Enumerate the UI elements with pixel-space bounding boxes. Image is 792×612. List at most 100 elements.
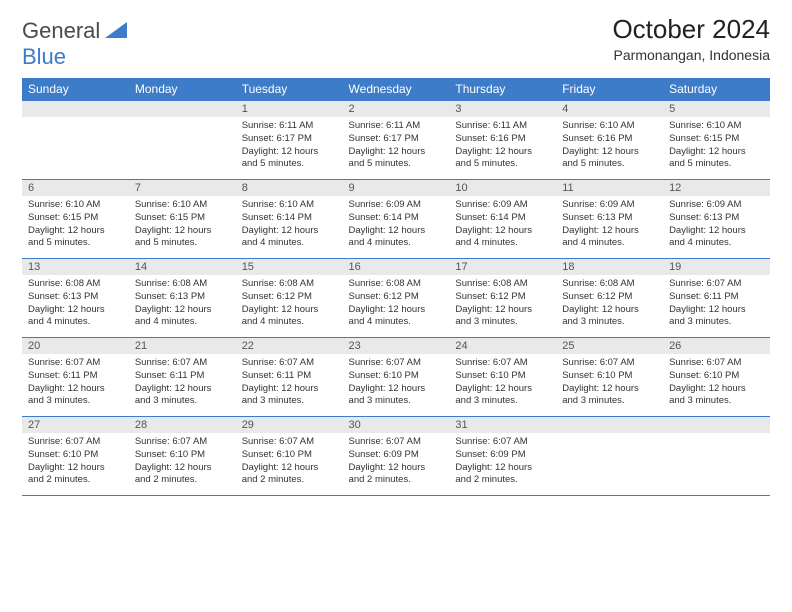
day-number: 29 xyxy=(236,417,343,433)
day-details: Sunrise: 6:07 AMSunset: 6:11 PMDaylight:… xyxy=(236,354,343,416)
day-cell: 7Sunrise: 6:10 AMSunset: 6:15 PMDaylight… xyxy=(129,180,236,259)
day-header-monday: Monday xyxy=(129,78,236,101)
day-cell: 16Sunrise: 6:08 AMSunset: 6:12 PMDayligh… xyxy=(343,259,450,338)
day-details: Sunrise: 6:07 AMSunset: 6:10 PMDaylight:… xyxy=(343,354,450,416)
day-cell: 25Sunrise: 6:07 AMSunset: 6:10 PMDayligh… xyxy=(556,338,663,417)
day-number-empty xyxy=(556,417,663,433)
day-cell: 23Sunrise: 6:07 AMSunset: 6:10 PMDayligh… xyxy=(343,338,450,417)
day-details: Sunrise: 6:08 AMSunset: 6:12 PMDaylight:… xyxy=(556,275,663,337)
day-number: 11 xyxy=(556,180,663,196)
day-number: 25 xyxy=(556,338,663,354)
day-number: 26 xyxy=(663,338,770,354)
day-details: Sunrise: 6:11 AMSunset: 6:17 PMDaylight:… xyxy=(343,117,450,179)
week-row: 13Sunrise: 6:08 AMSunset: 6:13 PMDayligh… xyxy=(22,259,770,338)
day-number: 3 xyxy=(449,101,556,117)
day-number-empty xyxy=(129,101,236,117)
day-header-saturday: Saturday xyxy=(663,78,770,101)
day-details: Sunrise: 6:08 AMSunset: 6:13 PMDaylight:… xyxy=(22,275,129,337)
calendar-page: General Blue October 2024 Parmonangan, I… xyxy=(0,0,792,510)
day-number: 27 xyxy=(22,417,129,433)
day-number: 31 xyxy=(449,417,556,433)
day-details: Sunrise: 6:10 AMSunset: 6:15 PMDaylight:… xyxy=(22,196,129,258)
day-number: 23 xyxy=(343,338,450,354)
day-cell: 6Sunrise: 6:10 AMSunset: 6:15 PMDaylight… xyxy=(22,180,129,259)
logo: General Blue xyxy=(22,18,127,70)
day-number: 4 xyxy=(556,101,663,117)
day-details-empty xyxy=(129,117,236,179)
week-row: 20Sunrise: 6:07 AMSunset: 6:11 PMDayligh… xyxy=(22,338,770,417)
day-details: Sunrise: 6:07 AMSunset: 6:10 PMDaylight:… xyxy=(449,354,556,416)
day-details: Sunrise: 6:11 AMSunset: 6:16 PMDaylight:… xyxy=(449,117,556,179)
day-cell: 27Sunrise: 6:07 AMSunset: 6:10 PMDayligh… xyxy=(22,417,129,496)
day-header-tuesday: Tuesday xyxy=(236,78,343,101)
day-cell: 2Sunrise: 6:11 AMSunset: 6:17 PMDaylight… xyxy=(343,101,450,180)
day-cell: 11Sunrise: 6:09 AMSunset: 6:13 PMDayligh… xyxy=(556,180,663,259)
day-cell: 18Sunrise: 6:08 AMSunset: 6:12 PMDayligh… xyxy=(556,259,663,338)
day-number: 17 xyxy=(449,259,556,275)
day-cell: 9Sunrise: 6:09 AMSunset: 6:14 PMDaylight… xyxy=(343,180,450,259)
day-cell: 24Sunrise: 6:07 AMSunset: 6:10 PMDayligh… xyxy=(449,338,556,417)
day-details: Sunrise: 6:10 AMSunset: 6:15 PMDaylight:… xyxy=(129,196,236,258)
day-cell xyxy=(129,101,236,180)
day-number: 7 xyxy=(129,180,236,196)
day-number: 6 xyxy=(22,180,129,196)
logo-word1: General xyxy=(22,18,100,43)
day-details: Sunrise: 6:08 AMSunset: 6:12 PMDaylight:… xyxy=(449,275,556,337)
title-block: October 2024 Parmonangan, Indonesia xyxy=(612,14,770,69)
location: Parmonangan, Indonesia xyxy=(612,47,770,63)
week-row: 6Sunrise: 6:10 AMSunset: 6:15 PMDaylight… xyxy=(22,180,770,259)
day-number: 18 xyxy=(556,259,663,275)
week-row: 27Sunrise: 6:07 AMSunset: 6:10 PMDayligh… xyxy=(22,417,770,496)
day-details: Sunrise: 6:07 AMSunset: 6:09 PMDaylight:… xyxy=(343,433,450,495)
calendar-body: 1Sunrise: 6:11 AMSunset: 6:17 PMDaylight… xyxy=(22,101,770,496)
day-number: 22 xyxy=(236,338,343,354)
day-number: 19 xyxy=(663,259,770,275)
day-cell: 26Sunrise: 6:07 AMSunset: 6:10 PMDayligh… xyxy=(663,338,770,417)
day-number: 28 xyxy=(129,417,236,433)
logo-word2: Blue xyxy=(22,44,127,70)
day-details: Sunrise: 6:08 AMSunset: 6:12 PMDaylight:… xyxy=(343,275,450,337)
day-details: Sunrise: 6:08 AMSunset: 6:12 PMDaylight:… xyxy=(236,275,343,337)
day-cell: 15Sunrise: 6:08 AMSunset: 6:12 PMDayligh… xyxy=(236,259,343,338)
day-number: 1 xyxy=(236,101,343,117)
day-cell xyxy=(556,417,663,496)
day-header-thursday: Thursday xyxy=(449,78,556,101)
day-details-empty xyxy=(22,117,129,179)
day-number: 15 xyxy=(236,259,343,275)
day-cell: 29Sunrise: 6:07 AMSunset: 6:10 PMDayligh… xyxy=(236,417,343,496)
logo-triangle-icon xyxy=(105,22,127,43)
day-cell: 12Sunrise: 6:09 AMSunset: 6:13 PMDayligh… xyxy=(663,180,770,259)
day-number: 8 xyxy=(236,180,343,196)
day-cell: 28Sunrise: 6:07 AMSunset: 6:10 PMDayligh… xyxy=(129,417,236,496)
day-cell: 5Sunrise: 6:10 AMSunset: 6:15 PMDaylight… xyxy=(663,101,770,180)
day-number: 21 xyxy=(129,338,236,354)
day-cell: 3Sunrise: 6:11 AMSunset: 6:16 PMDaylight… xyxy=(449,101,556,180)
day-details: Sunrise: 6:09 AMSunset: 6:13 PMDaylight:… xyxy=(556,196,663,258)
day-details-empty xyxy=(663,433,770,495)
day-details: Sunrise: 6:07 AMSunset: 6:10 PMDaylight:… xyxy=(22,433,129,495)
calendar-table: SundayMondayTuesdayWednesdayThursdayFrid… xyxy=(22,78,770,496)
day-number: 12 xyxy=(663,180,770,196)
day-number: 9 xyxy=(343,180,450,196)
day-header-row: SundayMondayTuesdayWednesdayThursdayFrid… xyxy=(22,78,770,101)
day-number: 2 xyxy=(343,101,450,117)
day-number: 10 xyxy=(449,180,556,196)
day-cell: 19Sunrise: 6:07 AMSunset: 6:11 PMDayligh… xyxy=(663,259,770,338)
day-details: Sunrise: 6:07 AMSunset: 6:11 PMDaylight:… xyxy=(129,354,236,416)
day-details: Sunrise: 6:07 AMSunset: 6:09 PMDaylight:… xyxy=(449,433,556,495)
day-details: Sunrise: 6:09 AMSunset: 6:14 PMDaylight:… xyxy=(449,196,556,258)
day-cell: 10Sunrise: 6:09 AMSunset: 6:14 PMDayligh… xyxy=(449,180,556,259)
day-number: 13 xyxy=(22,259,129,275)
day-number: 16 xyxy=(343,259,450,275)
day-header-friday: Friday xyxy=(556,78,663,101)
day-cell: 4Sunrise: 6:10 AMSunset: 6:16 PMDaylight… xyxy=(556,101,663,180)
day-cell: 30Sunrise: 6:07 AMSunset: 6:09 PMDayligh… xyxy=(343,417,450,496)
day-details: Sunrise: 6:11 AMSunset: 6:17 PMDaylight:… xyxy=(236,117,343,179)
day-details: Sunrise: 6:07 AMSunset: 6:10 PMDaylight:… xyxy=(236,433,343,495)
day-details: Sunrise: 6:10 AMSunset: 6:16 PMDaylight:… xyxy=(556,117,663,179)
day-details: Sunrise: 6:07 AMSunset: 6:11 PMDaylight:… xyxy=(22,354,129,416)
day-number: 14 xyxy=(129,259,236,275)
day-number: 5 xyxy=(663,101,770,117)
day-details: Sunrise: 6:07 AMSunset: 6:10 PMDaylight:… xyxy=(663,354,770,416)
month-title: October 2024 xyxy=(612,14,770,45)
